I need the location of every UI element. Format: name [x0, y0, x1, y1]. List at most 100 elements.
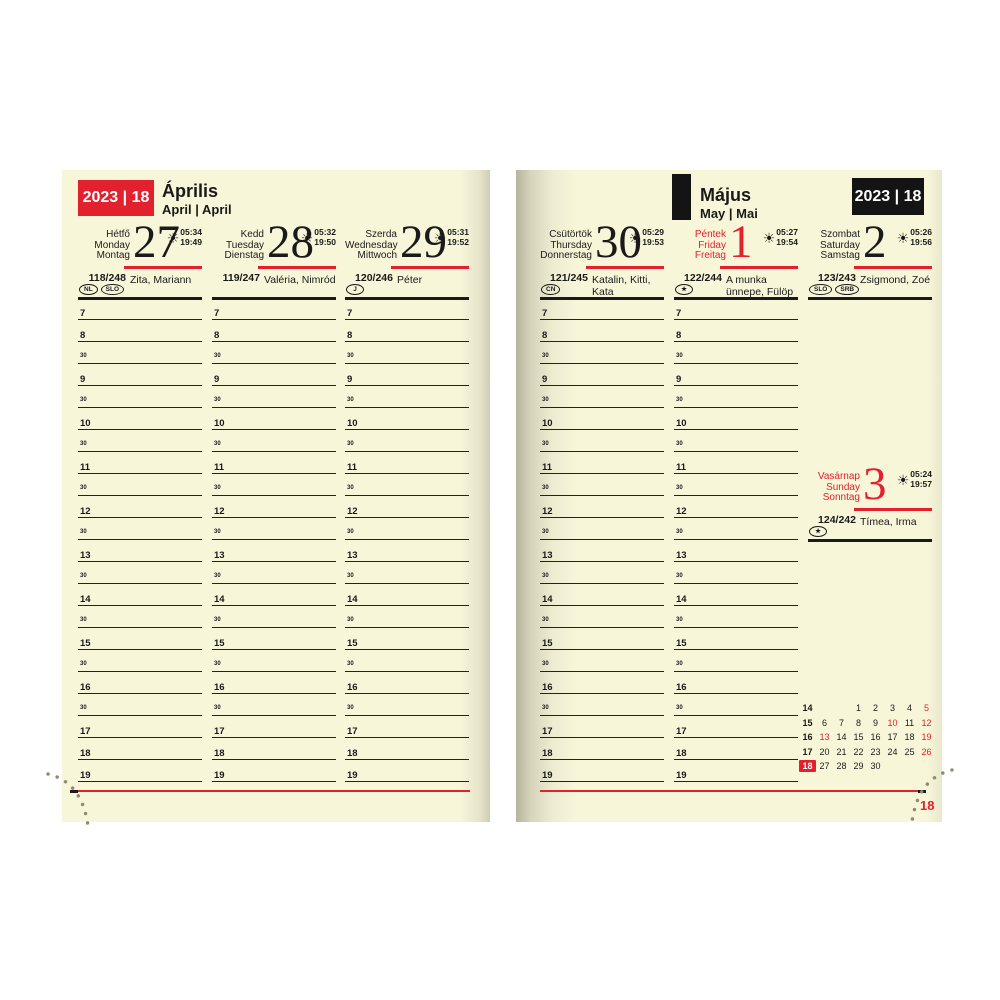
- hour-label: 16: [214, 682, 225, 693]
- week-number: 14: [802, 703, 813, 714]
- hour-label: 8: [347, 330, 353, 341]
- hour-label: 30: [347, 353, 354, 359]
- hour-row: 11: [212, 452, 336, 474]
- day-header: Vasárnap Sunday Sonntag 3 ☀ 05:24 19:57 124/24…: [808, 460, 932, 542]
- hour-row: 19: [540, 760, 664, 782]
- hour-row: 7: [540, 298, 664, 320]
- week-number: 15: [802, 717, 813, 728]
- hour-row: 16: [212, 672, 336, 694]
- namedays: A munka ünnepe, Fülöp: [726, 274, 794, 298]
- day-names: Péntek Friday Freitag: [694, 229, 726, 261]
- hour-label: 19: [347, 770, 358, 781]
- hour-label: 7: [214, 308, 220, 319]
- hour-label: 30: [542, 397, 549, 403]
- hour-label: 15: [676, 638, 687, 649]
- day-of-year: 119/247: [222, 272, 260, 284]
- hour-row: 30: [674, 474, 798, 496]
- day-names: Kedd Tuesday Dienstag: [224, 229, 264, 261]
- calendar-day: 13: [819, 732, 830, 743]
- day-header: Hétfő Monday Montag 27 ☀ 05:34 19:49 118/248 Zi…: [78, 218, 202, 300]
- month-subtitle-left: April | April: [162, 202, 232, 217]
- hour-label: 7: [347, 308, 353, 319]
- hour-label: 18: [542, 748, 553, 759]
- hour-row: 19: [78, 760, 202, 782]
- calendar-day: 15: [853, 732, 864, 743]
- hour-grid: 7 8 30 9 30 10 30 11 30 12 30 13 30 14 30 15 30 16 30 17 18 1…: [212, 298, 336, 782]
- hour-label: 11: [347, 462, 358, 473]
- hour-row: 30: [540, 562, 664, 584]
- hour-row: 18: [78, 738, 202, 760]
- hour-row: 12: [674, 496, 798, 518]
- hour-row: 16: [540, 672, 664, 694]
- hour-label: 17: [80, 726, 91, 737]
- day-of-year: 118/248: [88, 272, 126, 284]
- sun-times: 05:26 19:56: [910, 227, 932, 247]
- hour-label: 30: [80, 441, 87, 447]
- hour-row: 30: [212, 430, 336, 452]
- mini-calendar-row: 14 1 2 3 4 5: [799, 701, 937, 716]
- hour-label: 13: [214, 550, 225, 561]
- hour-label: 7: [542, 308, 548, 319]
- hour-label: 8: [214, 330, 220, 341]
- holiday-badges: J: [346, 284, 364, 295]
- calendar-day: 5: [923, 703, 929, 714]
- day-underline: [586, 266, 664, 269]
- sun-icon: ☀: [300, 229, 314, 246]
- hour-row: 30: [345, 386, 469, 408]
- day-header: Péntek Friday Freitag 1 ☀ 05:27 19:54 122/244 A…: [674, 218, 798, 300]
- hour-label: 30: [347, 705, 354, 711]
- hour-label: 9: [214, 374, 220, 385]
- hour-row: 16: [674, 672, 798, 694]
- hour-label: 30: [347, 397, 354, 403]
- hour-row: 16: [345, 672, 469, 694]
- sun-times: 05:29 19:53: [642, 227, 664, 247]
- hour-label: 10: [676, 418, 687, 429]
- hour-label: 11: [80, 462, 91, 473]
- holiday-badges: SLO SRB: [809, 284, 860, 295]
- hour-row: 14: [212, 584, 336, 606]
- hour-row: 13: [674, 540, 798, 562]
- hour-label: 30: [214, 529, 221, 535]
- hour-row: 30: [345, 474, 469, 496]
- hour-row: 30: [212, 342, 336, 364]
- namedays: Tímea, Irma: [860, 516, 917, 528]
- hour-label: 30: [676, 661, 683, 667]
- hour-row: 9: [212, 364, 336, 386]
- hour-row: 14: [345, 584, 469, 606]
- country-badge: NL: [79, 284, 98, 295]
- day-header: Csütörtök Thursday Donnerstag 30 ☀ 05:29 19:5…: [540, 218, 664, 300]
- calendar-day: 14: [836, 732, 847, 743]
- calendar-day: 23: [870, 746, 881, 757]
- hour-row: 30: [212, 562, 336, 584]
- hour-row: 30: [540, 694, 664, 716]
- hour-row: 30: [345, 562, 469, 584]
- hour-row: 14: [674, 584, 798, 606]
- hour-row: 11: [78, 452, 202, 474]
- hour-row: 14: [78, 584, 202, 606]
- sun-icon: ☀: [628, 229, 642, 246]
- hour-label: 30: [80, 705, 87, 711]
- hour-row: 17: [345, 716, 469, 738]
- week-number: 18: [799, 760, 816, 773]
- hour-label: 19: [676, 770, 687, 781]
- sunrise-sunset: ☀ 05:31 19:52: [434, 227, 469, 247]
- day-names: Szerda Wednesday Mittwoch: [345, 229, 398, 261]
- hour-label: 13: [347, 550, 358, 561]
- hour-label: 30: [542, 353, 549, 359]
- hour-row: 7: [345, 298, 469, 320]
- calendar-day: 20: [819, 746, 830, 757]
- hour-row: 30: [78, 430, 202, 452]
- hour-label: 17: [214, 726, 225, 737]
- hour-row: 7: [78, 298, 202, 320]
- calendar-day: 2: [872, 703, 878, 714]
- hour-label: 30: [542, 617, 549, 623]
- hour-row: 10: [674, 408, 798, 430]
- day-names: Csütörtök Thursday Donnerstag: [540, 229, 592, 261]
- hour-grid: 7 8 30 9 30 10 30 11 30 12 30 13 30 14 30 15 30 16 30 17 18 1…: [345, 298, 469, 782]
- sun-times: 05:24 19:57: [910, 469, 932, 489]
- hour-row: 15: [212, 628, 336, 650]
- hour-row: 18: [674, 738, 798, 760]
- hour-label: 19: [214, 770, 225, 781]
- column-rule: [808, 297, 932, 300]
